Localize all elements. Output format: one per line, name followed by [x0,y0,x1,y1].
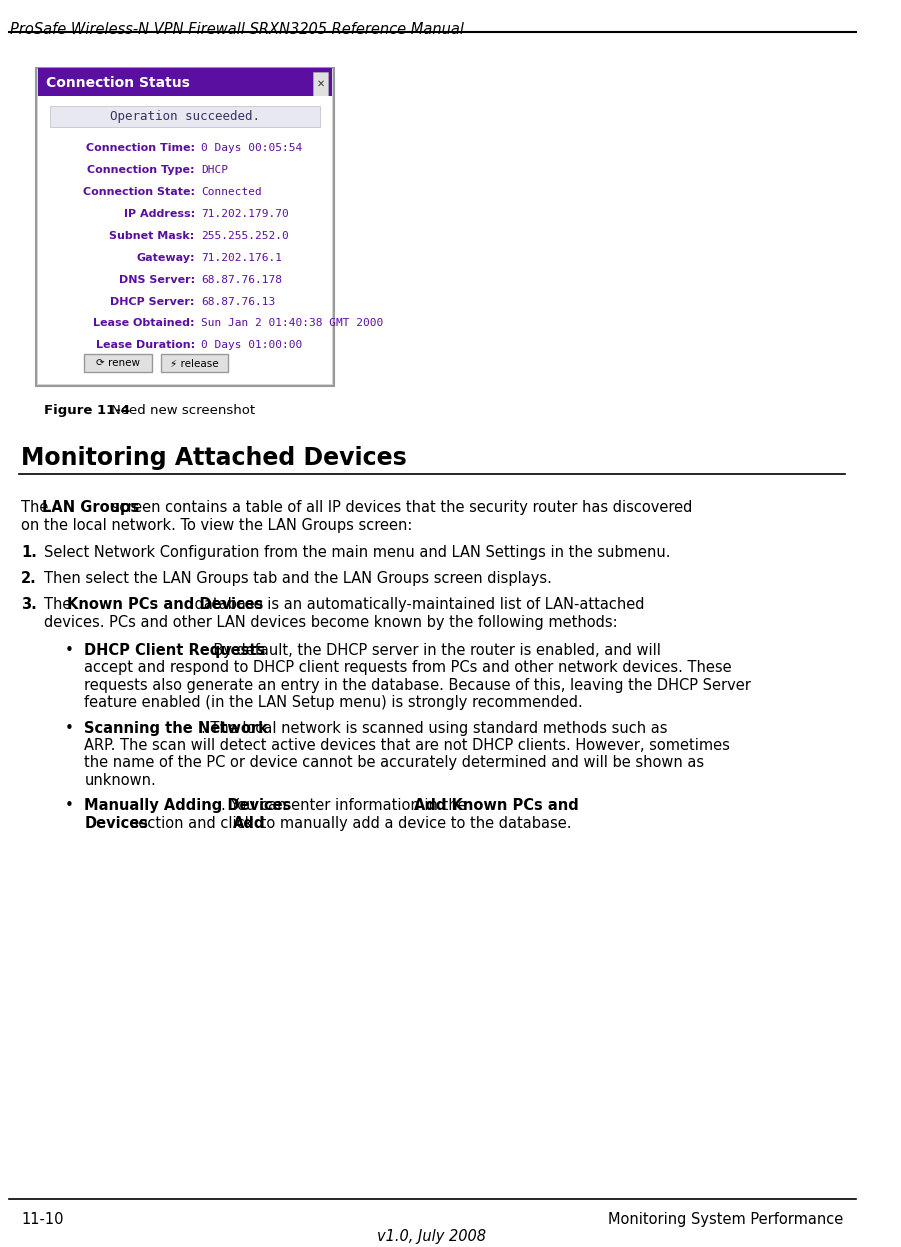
Text: requests also generate an entry in the database. Because of this, leaving the DH: requests also generate an entry in the d… [85,678,751,693]
Text: 0 Days 00:05:54: 0 Days 00:05:54 [202,143,303,153]
Text: Gateway:: Gateway: [136,253,195,263]
Text: database is an automatically-maintained list of LAN-attached: database is an automatically-maintained … [190,597,644,612]
Text: Scanning the Network: Scanning the Network [85,721,268,736]
Text: The: The [21,500,53,515]
Bar [39,96,332,384]
Text: Connection State:: Connection State: [83,187,195,197]
Text: Monitoring Attached Devices: Monitoring Attached Devices [21,446,407,470]
Text: screen contains a table of all IP devices that the security router has discovere: screen contains a table of all IP device… [107,500,693,515]
Text: accept and respond to DHCP client requests from PCs and other network devices. T: accept and respond to DHCP client reques… [85,661,732,676]
Text: Monitoring System Performance: Monitoring System Performance [608,1212,843,1227]
Text: feature enabled (in the LAN Setup menu) is strongly recommended.: feature enabled (in the LAN Setup menu) … [85,696,583,711]
Text: section and click: section and click [125,816,258,831]
Text: Need new screenshot: Need new screenshot [111,404,255,418]
Text: Manually Adding Devices: Manually Adding Devices [85,798,292,813]
Text: Then select the LAN Groups tab and the LAN Groups screen displays.: Then select the LAN Groups tab and the L… [44,571,552,586]
Text: the name of the PC or device cannot be accurately determined and will be shown a: the name of the PC or device cannot be a… [85,756,705,771]
Text: Connected: Connected [202,187,262,197]
Text: . The local network is scanned using standard methods such as: . The local network is scanned using sta… [202,721,668,736]
Text: unknown.: unknown. [85,773,156,788]
Text: 3.: 3. [21,597,37,612]
Text: 11-10: 11-10 [21,1212,64,1227]
Text: 68.87.76.178: 68.87.76.178 [202,274,282,284]
Text: Select Network Configuration from the main menu and LAN Settings in the submenu.: Select Network Configuration from the ma… [44,545,670,560]
Text: 68.87.76.13: 68.87.76.13 [202,297,276,307]
Text: DHCP: DHCP [202,165,229,176]
Text: 255.255.252.0: 255.255.252.0 [202,231,289,241]
Text: 71.202.179.70: 71.202.179.70 [202,209,289,219]
FancyBboxPatch shape [36,67,333,387]
Text: Figure 11-4: Figure 11-4 [44,404,131,418]
Text: 1.: 1. [21,545,37,560]
Text: on the local network. To view the LAN Groups screen:: on the local network. To view the LAN Gr… [21,518,413,532]
Text: Operation succeeded.: Operation succeeded. [110,110,260,123]
Text: Connection Time:: Connection Time: [86,143,195,153]
Bar [161,354,228,373]
Text: The: The [44,597,76,612]
Text: DNS Server:: DNS Server: [119,274,195,284]
Text: Subnet Mask:: Subnet Mask: [109,231,195,241]
Text: ✕: ✕ [316,79,324,89]
Text: DHCP Client Requests: DHCP Client Requests [85,643,266,658]
Text: ⚡ release: ⚡ release [170,358,219,368]
Text: Known PCs and Devices: Known PCs and Devices [68,597,263,612]
Bar [39,67,332,96]
Bar [313,71,328,96]
Text: Add Known PCs and: Add Known PCs and [414,798,579,813]
Text: LAN Groups: LAN Groups [42,500,140,515]
Bar [85,354,151,373]
Text: Connection Status: Connection Status [46,76,190,90]
Text: ⟳ renew: ⟳ renew [96,358,140,368]
Text: Add: Add [233,816,266,831]
Text: . You can enter information in the: . You can enter information in the [221,798,471,813]
Text: 71.202.176.1: 71.202.176.1 [202,253,282,263]
Text: Lease Obtained:: Lease Obtained: [93,318,195,328]
Text: devices. PCs and other LAN devices become known by the following methods:: devices. PCs and other LAN devices becom… [44,615,618,630]
Text: 2.: 2. [21,571,37,586]
Text: Lease Duration:: Lease Duration: [96,340,195,350]
Text: 0 Days 01:00:00: 0 Days 01:00:00 [202,340,303,350]
Text: •: • [65,798,74,813]
Text: DHCP Server:: DHCP Server: [110,297,195,307]
Bar [50,106,321,127]
Text: . By default, the DHCP server in the router is enabled, and will: . By default, the DHCP server in the rou… [205,643,661,658]
Text: ProSafe Wireless-N VPN Firewall SRXN3205 Reference Manual: ProSafe Wireless-N VPN Firewall SRXN3205… [10,22,464,37]
Text: •: • [65,643,74,658]
Text: v1.0, July 2008: v1.0, July 2008 [378,1230,487,1245]
Text: Sun Jan 2 01:40:38 GMT 2000: Sun Jan 2 01:40:38 GMT 2000 [202,318,384,328]
Text: Devices: Devices [85,816,149,831]
Text: IP Address:: IP Address: [123,209,195,219]
Text: •: • [65,721,74,736]
Text: ARP. The scan will detect active devices that are not DHCP clients. However, som: ARP. The scan will detect active devices… [85,738,731,753]
Text: Connection Type:: Connection Type: [87,165,195,176]
Text: to manually add a device to the database.: to manually add a device to the database… [256,816,571,831]
